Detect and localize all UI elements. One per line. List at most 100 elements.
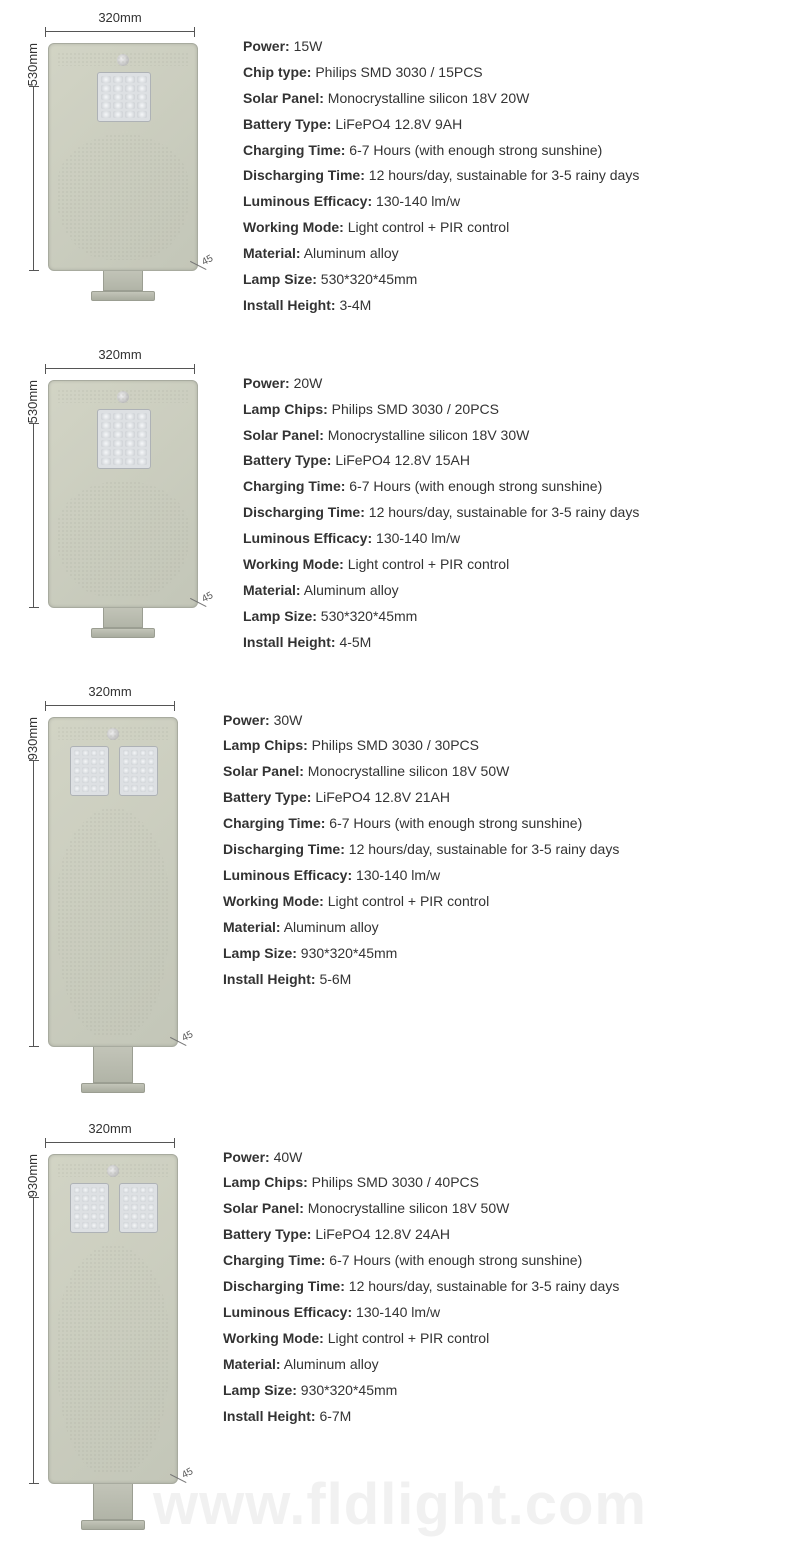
spec-line: Working Mode: Light control + PIR contro… bbox=[223, 889, 619, 915]
spec-label: Battery Type: bbox=[223, 789, 311, 805]
spec-line: Discharging Time: 12 hours/day, sustaina… bbox=[223, 1274, 619, 1300]
spec-line: Install Height: 6-7M bbox=[223, 1404, 619, 1430]
led-panel bbox=[97, 409, 151, 469]
spec-line: Material: Aluminum alloy bbox=[243, 241, 639, 267]
led-panel bbox=[119, 746, 158, 796]
product-row: 320mm930mm45 Power: 40W Lamp Chips: Philip… bbox=[0, 1111, 800, 1548]
spec-value: Aluminum alloy bbox=[301, 582, 399, 598]
spec-value: 15W bbox=[290, 38, 323, 54]
spec-label: Discharging Time: bbox=[243, 504, 365, 520]
dimension-width-bar bbox=[45, 364, 195, 374]
mounting-foot bbox=[81, 1520, 145, 1530]
spec-label: Working Mode: bbox=[243, 556, 344, 572]
spec-line: Discharging Time: 12 hours/day, sustaina… bbox=[243, 500, 639, 526]
spec-label: Lamp Chips: bbox=[243, 401, 328, 417]
spec-line: Power: 15W bbox=[243, 34, 639, 60]
spec-label: Luminous Efficacy: bbox=[243, 530, 372, 546]
spec-line: Power: 30W bbox=[223, 708, 619, 734]
spec-value: Philips SMD 3030 / 15PCS bbox=[311, 64, 482, 80]
spec-value: Aluminum alloy bbox=[301, 245, 399, 261]
dimension-width-label: 320mm bbox=[25, 347, 215, 362]
spec-label: Solar Panel: bbox=[243, 90, 324, 106]
spec-line: Lamp Size: 530*320*45mm bbox=[243, 267, 639, 293]
spec-label: Battery Type: bbox=[243, 452, 331, 468]
spec-value: 6-7 Hours (with enough strong sunshine) bbox=[325, 1252, 582, 1268]
device-body: 45 bbox=[48, 43, 198, 271]
spec-line: Working Mode: Light control + PIR contro… bbox=[243, 215, 639, 241]
dimension-height-label: 530mm bbox=[25, 43, 40, 86]
spec-value: Monocrystalline silicon 18V 50W bbox=[304, 1200, 509, 1216]
product-row: 320mm 530mm 45 Power: 15W Chip type: Philips… bbox=[0, 0, 800, 337]
spec-value: Monocrystalline silicon 18V 50W bbox=[304, 763, 509, 779]
dimension-height-bar bbox=[29, 1197, 39, 1484]
spec-label: Lamp Chips: bbox=[223, 1174, 308, 1190]
spec-line: Power: 20W bbox=[243, 371, 639, 397]
product-diagram: 320mm930mm45 bbox=[25, 1121, 195, 1530]
dimension-width-label: 320mm bbox=[25, 10, 215, 25]
spec-line: Working Mode: Light control + PIR contro… bbox=[243, 552, 639, 578]
dimension-width-bar bbox=[45, 27, 195, 37]
spec-value: Philips SMD 3030 / 30PCS bbox=[308, 737, 479, 753]
spec-value: 530*320*45mm bbox=[317, 271, 417, 287]
spec-value: 130-140 lm/w bbox=[372, 193, 460, 209]
spec-line: Install Height: 5-6M bbox=[223, 967, 619, 993]
spec-value: Aluminum alloy bbox=[281, 1356, 379, 1372]
spec-label: Charging Time: bbox=[243, 478, 345, 494]
spec-label: Material: bbox=[243, 245, 301, 261]
mounting-foot bbox=[81, 1083, 145, 1093]
spec-line: Material: Aluminum alloy bbox=[223, 915, 619, 941]
spec-list: Power: 20WLamp Chips: Philips SMD 3030 /… bbox=[243, 347, 639, 656]
spec-line: Luminous Efficacy: 130-140 lm/w bbox=[243, 526, 639, 552]
spec-line: Solar Panel: Monocrystalline silicon 18V… bbox=[243, 86, 639, 112]
led-panel bbox=[97, 72, 151, 122]
spec-label: Material: bbox=[243, 582, 301, 598]
device-body: 45 bbox=[48, 380, 198, 608]
spec-label: Power: bbox=[223, 712, 270, 728]
spec-line: Lamp Chips: Philips SMD 3030 / 20PCS bbox=[243, 397, 639, 423]
dimension-depth-label: 45 bbox=[200, 590, 215, 605]
mounting-bracket bbox=[93, 1482, 133, 1520]
spec-line: Charging Time: 6-7 Hours (with enough st… bbox=[223, 1248, 619, 1274]
spec-line: Solar Panel: Monocrystalline silicon 18V… bbox=[223, 1196, 619, 1222]
spec-line: Charging Time: 6-7 Hours (with enough st… bbox=[223, 811, 619, 837]
spec-line: Luminous Efficacy: 130-140 lm/w bbox=[223, 1300, 619, 1326]
spec-value: Philips SMD 3030 / 20PCS bbox=[328, 401, 499, 417]
spec-label: Lamp Size: bbox=[243, 608, 317, 624]
spec-line: Solar Panel: Monocrystalline silicon 18V… bbox=[243, 423, 639, 449]
spec-value: Monocrystalline silicon 18V 20W bbox=[324, 90, 529, 106]
spec-value: LiFePO4 12.8V 15AH bbox=[331, 452, 470, 468]
spec-value: LiFePO4 12.8V 9AH bbox=[331, 116, 462, 132]
spec-value: 40W bbox=[270, 1149, 303, 1165]
spec-label: Discharging Time: bbox=[243, 167, 365, 183]
dimension-height-label: 930mm bbox=[25, 717, 40, 760]
spec-value: Monocrystalline silicon 18V 30W bbox=[324, 427, 529, 443]
spec-label: Chip type: bbox=[243, 64, 311, 80]
spec-label: Material: bbox=[223, 919, 281, 935]
spec-line: Lamp Size: 930*320*45mm bbox=[223, 1378, 619, 1404]
spec-label: Install Height: bbox=[223, 971, 316, 987]
spec-label: Luminous Efficacy: bbox=[223, 867, 352, 883]
spec-line: Battery Type: LiFePO4 12.8V 9AH bbox=[243, 112, 639, 138]
spec-value: 6-7 Hours (with enough strong sunshine) bbox=[325, 815, 582, 831]
spec-line: Luminous Efficacy: 130-140 lm/w bbox=[223, 863, 619, 889]
spec-line: Lamp Chips: Philips SMD 3030 / 40PCS bbox=[223, 1170, 619, 1196]
dimension-width-label: 320mm bbox=[25, 1121, 195, 1136]
spec-line: Lamp Chips: Philips SMD 3030 / 30PCS bbox=[223, 733, 619, 759]
spec-label: Charging Time: bbox=[223, 1252, 325, 1268]
mounting-bracket bbox=[103, 606, 143, 628]
dimension-height-bar bbox=[29, 423, 39, 608]
spec-value: Light control + PIR control bbox=[324, 893, 489, 909]
spec-label: Power: bbox=[223, 1149, 270, 1165]
spec-value: 6-7 Hours (with enough strong sunshine) bbox=[345, 478, 602, 494]
spec-label: Discharging Time: bbox=[223, 841, 345, 857]
dimension-height-bar bbox=[29, 86, 39, 271]
spec-line: Charging Time: 6-7 Hours (with enough st… bbox=[243, 474, 639, 500]
spec-value: 130-140 lm/w bbox=[352, 1304, 440, 1320]
spec-value: 3-4M bbox=[336, 297, 372, 313]
product-diagram: 320mm530mm45 bbox=[25, 347, 215, 638]
product-diagram: 320mm 530mm 45 bbox=[25, 10, 215, 301]
spec-value: 5-6M bbox=[316, 971, 352, 987]
product-row: 320mm530mm45Power: 20WLamp Chips: Philip… bbox=[0, 337, 800, 674]
spec-label: Install Height: bbox=[243, 297, 336, 313]
spec-value: 12 hours/day, sustainable for 3-5 rainy … bbox=[365, 167, 639, 183]
